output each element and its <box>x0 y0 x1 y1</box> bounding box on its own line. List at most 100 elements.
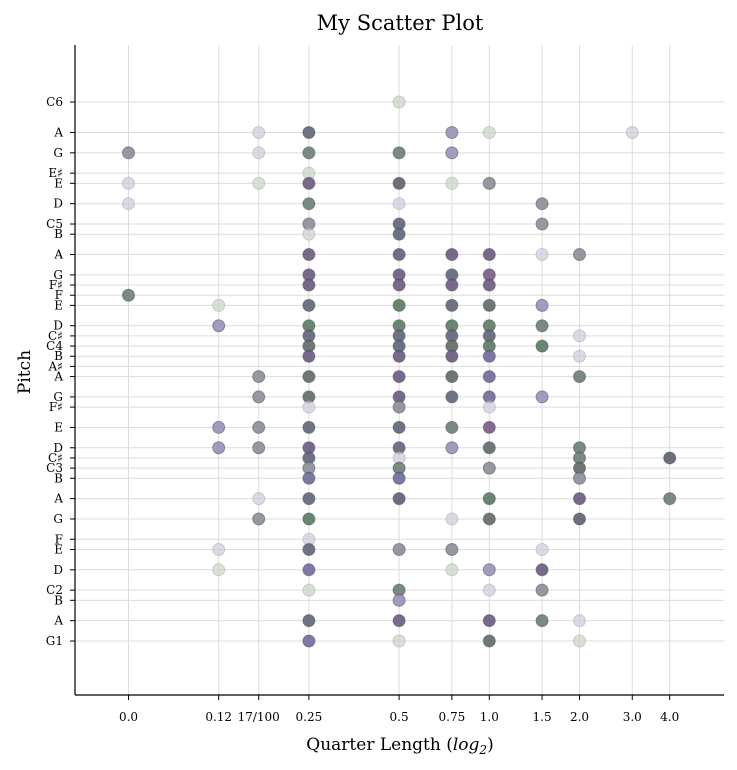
data-point <box>535 319 549 333</box>
data-point <box>302 400 316 414</box>
data-point <box>573 512 586 526</box>
y-tick-label: D <box>53 441 63 455</box>
x-axis-label-subscript: 2 <box>478 743 487 757</box>
data-point <box>482 461 496 475</box>
data-point <box>252 176 266 190</box>
data-point <box>392 370 406 384</box>
data-point <box>535 298 549 312</box>
x-axis-label-text: Quarter Length ( <box>306 735 453 755</box>
data-point <box>392 420 406 434</box>
y-tick-label: C♯ <box>48 451 63 465</box>
data-point <box>392 146 406 160</box>
y-tick-label: A <box>53 126 63 140</box>
data-point <box>302 420 316 434</box>
y-tick-label: C5 <box>46 217 63 231</box>
data-point <box>252 512 266 526</box>
data-point <box>445 349 459 363</box>
data-point <box>252 370 266 384</box>
x-tick-label: 1.0 <box>480 710 499 724</box>
x-tick-label: 17/100 <box>238 710 280 724</box>
y-tick-label: A <box>53 370 63 384</box>
y-tick-label: F <box>55 288 63 302</box>
data-point <box>482 512 496 526</box>
data-point <box>445 390 459 404</box>
data-point <box>392 471 406 485</box>
data-point <box>302 471 316 485</box>
y-tick-label: E <box>54 420 63 434</box>
x-tick-label: 0.5 <box>390 710 409 724</box>
data-point <box>445 542 459 556</box>
data-point <box>535 339 549 353</box>
y-tick-label: G <box>53 268 63 282</box>
x-tick-label: 4.0 <box>660 710 679 724</box>
data-point <box>535 390 549 404</box>
y-tick-label: F♯ <box>49 400 63 414</box>
x-axis-label: Quarter Length (log2) <box>306 735 493 757</box>
data-point <box>445 370 459 384</box>
x-tick-label: 0.75 <box>439 710 466 724</box>
data-point <box>252 441 266 455</box>
data-point <box>573 248 586 262</box>
data-point <box>573 471 586 485</box>
data-point <box>302 227 316 241</box>
data-point <box>445 563 459 577</box>
x-axis-label-math: log <box>453 735 480 755</box>
data-points <box>122 95 677 648</box>
data-point <box>392 176 406 190</box>
data-point <box>302 634 316 648</box>
y-tick-label: B <box>54 593 63 607</box>
data-point <box>212 441 226 455</box>
data-point <box>535 197 549 211</box>
data-point <box>392 614 406 628</box>
x-axis-ticks: 0.0 0.12 17/100 0.25 0.5 0.75 1.0 1.5 2.0 3.0 4.0 <box>119 695 679 724</box>
y-tick-label: E♯ <box>48 166 63 180</box>
data-point <box>573 614 586 628</box>
data-point <box>392 634 406 648</box>
data-point <box>212 542 226 556</box>
x-tick-label: 1.5 <box>533 710 552 724</box>
chart-title: My Scatter Plot <box>317 11 484 35</box>
data-point <box>122 146 135 160</box>
data-point <box>445 298 459 312</box>
data-point <box>392 349 406 363</box>
data-point <box>445 248 459 262</box>
data-point <box>573 370 586 384</box>
data-point <box>535 542 549 556</box>
data-point <box>535 563 549 577</box>
data-point <box>302 248 316 262</box>
data-point <box>392 227 406 241</box>
data-point <box>122 288 135 302</box>
y-tick-label: A <box>53 248 63 262</box>
y-tick-label: F♯ <box>49 278 63 292</box>
data-point <box>392 593 406 607</box>
data-point <box>482 298 496 312</box>
data-point <box>212 563 226 577</box>
data-point <box>482 248 496 262</box>
data-point <box>302 542 316 556</box>
data-point <box>663 492 677 506</box>
data-point <box>482 176 496 190</box>
data-point <box>482 492 496 506</box>
y-tick-label: D <box>53 197 63 211</box>
data-point <box>445 512 459 526</box>
data-point <box>252 492 266 506</box>
data-point <box>482 634 496 648</box>
data-point <box>482 614 496 628</box>
y-axis-label: Pitch <box>15 350 35 394</box>
data-point <box>482 583 496 597</box>
y-tick-label: A <box>53 492 63 506</box>
data-point <box>573 329 586 343</box>
data-point <box>212 319 226 333</box>
data-point <box>122 197 135 211</box>
data-point <box>445 278 459 292</box>
y-tick-label: A <box>53 614 63 628</box>
data-point <box>482 370 496 384</box>
data-point <box>482 420 496 434</box>
y-tick-label: A♯ <box>48 359 63 373</box>
data-point <box>302 298 316 312</box>
data-point <box>625 126 639 139</box>
x-axis-label-end: ) <box>487 735 494 755</box>
x-tick-label: 2.0 <box>570 710 589 724</box>
data-point <box>252 390 266 404</box>
data-point <box>302 197 316 211</box>
